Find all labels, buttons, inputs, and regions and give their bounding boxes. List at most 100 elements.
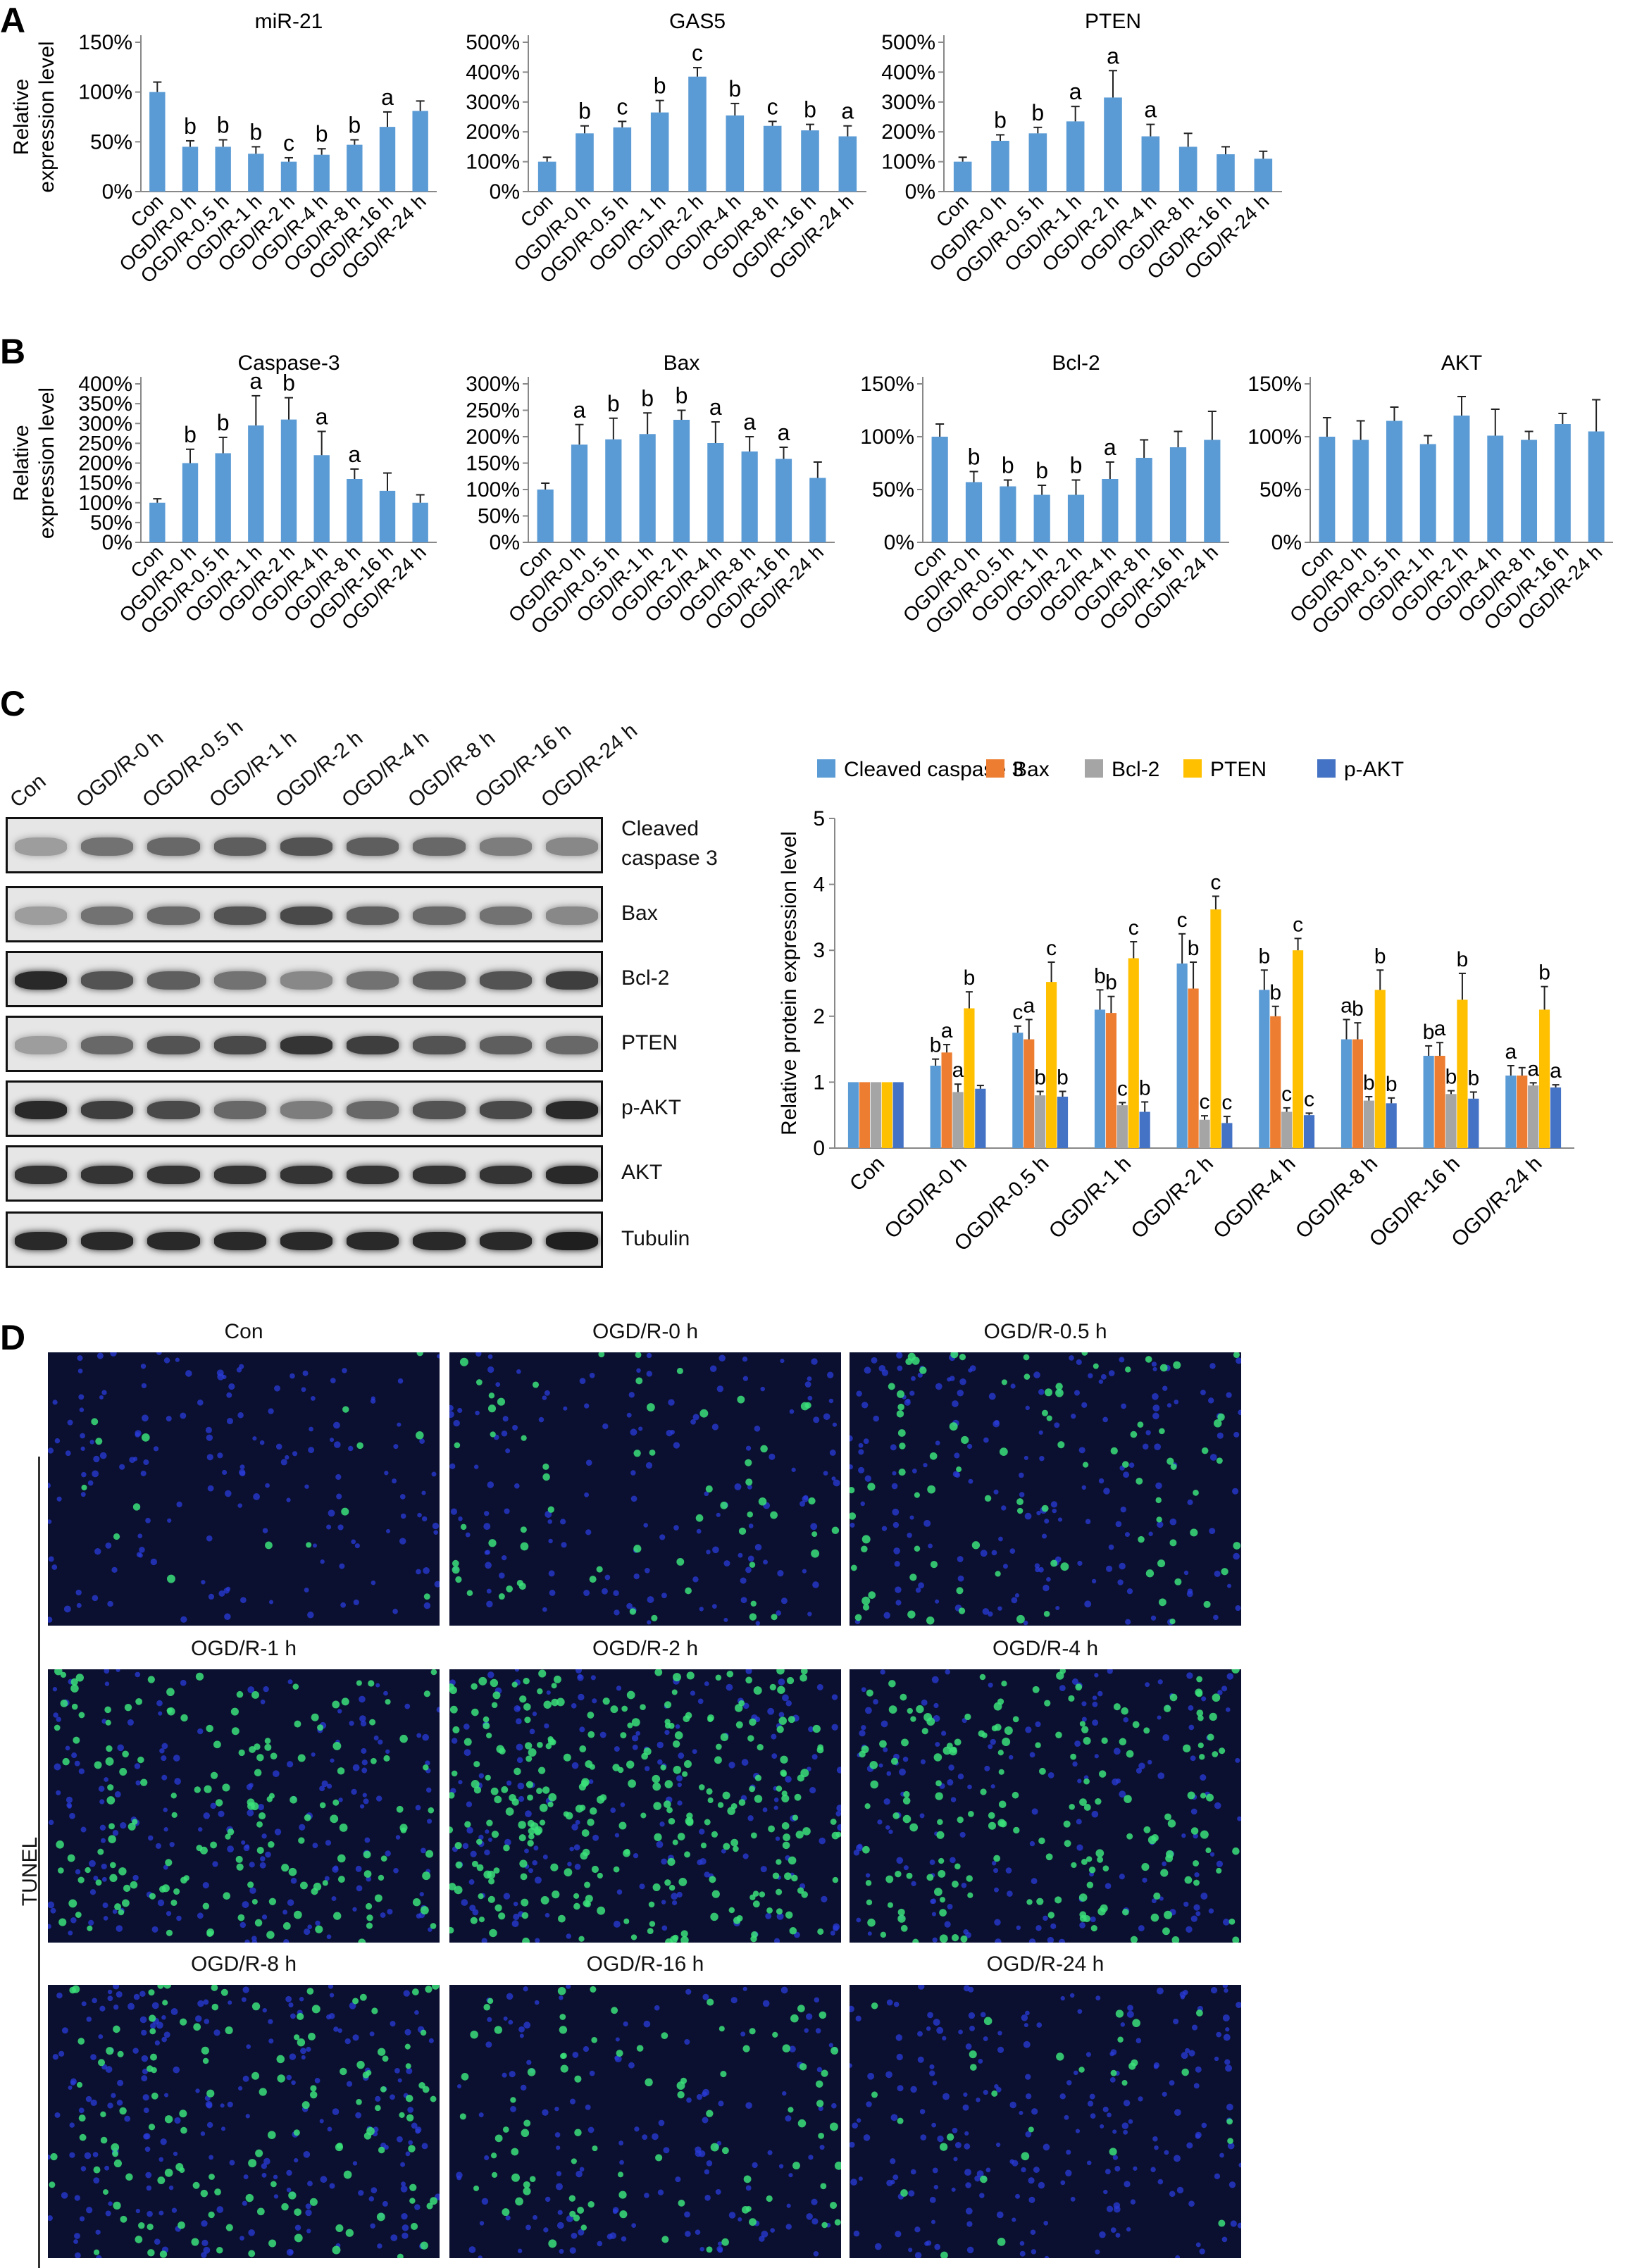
- nucleus-dot: [892, 1521, 900, 1528]
- tunel-positive-dot: [1174, 1578, 1182, 1585]
- nucleus-dot: [50, 1907, 56, 1914]
- tunel-positive-dot: [649, 1449, 656, 1456]
- tunel-positive-dot: [580, 2224, 587, 2231]
- tunel-positive-dot: [720, 1733, 729, 1742]
- nucleus-dot: [1119, 1562, 1126, 1570]
- tunel-positive-dot: [938, 1869, 946, 1878]
- nucleus-dot: [107, 2102, 113, 2109]
- tunel-positive-dot: [523, 1677, 530, 1685]
- tunel-positive-dot: [1143, 1826, 1151, 1833]
- nucleus-dot: [761, 2230, 769, 2238]
- nucleus-dot: [935, 1742, 940, 1747]
- tunel-positive-dot: [1169, 1693, 1178, 1702]
- nucleus-dot: [1119, 1874, 1125, 1880]
- tunel-positive-dot: [993, 1855, 1001, 1862]
- tunel-positive-dot: [984, 1495, 992, 1502]
- tunel-image: [850, 1352, 1241, 1626]
- nucleus-dot: [202, 1881, 209, 1889]
- tunel-positive-dot: [332, 1741, 342, 1750]
- nucleus-dot: [1150, 1615, 1157, 1621]
- significance-letter: b: [348, 113, 361, 138]
- significance-letter: b: [1352, 997, 1364, 1021]
- tunel-positive-dot: [991, 2090, 998, 2097]
- blot-band: [545, 1232, 598, 1250]
- tunel-positive-dot: [127, 1822, 136, 1831]
- nucleus-dot: [664, 1729, 670, 1736]
- nucleus-dot: [1209, 1852, 1215, 1857]
- blot-band: [213, 1101, 266, 1119]
- bar: [1033, 494, 1050, 542]
- tunel-positive-dot: [542, 1786, 550, 1794]
- nucleus-dot: [1033, 1371, 1040, 1378]
- nucleus-dot: [1157, 1715, 1162, 1720]
- nucleus-dot: [144, 2146, 151, 2152]
- blot-band: [15, 1232, 68, 1250]
- tunel-positive-dot: [776, 1786, 783, 1792]
- bar: [1352, 440, 1369, 542]
- tunel-positive-dot: [210, 1771, 218, 1779]
- significance-letter: a: [709, 394, 722, 420]
- tunel-positive-dot: [369, 1719, 376, 1726]
- tunel-positive-dot: [869, 1761, 878, 1769]
- nucleus-dot: [957, 1389, 964, 1397]
- tunel-positive-dot: [542, 1473, 550, 1481]
- nucleus-dot: [718, 1354, 726, 1362]
- bar: [688, 76, 707, 192]
- tunel-positive-dot: [994, 1724, 1002, 1731]
- nucleus-dot: [950, 1797, 957, 1802]
- nucleus-dot: [988, 1611, 993, 1617]
- nucleus-dot: [332, 1866, 339, 1873]
- nucleus-dot: [1183, 1570, 1189, 1576]
- tunel-positive-dot: [454, 1842, 462, 1850]
- nucleus-dot: [810, 1523, 818, 1531]
- nucleus-dot: [504, 1838, 511, 1846]
- nucleus-dot: [645, 1462, 653, 1469]
- tunel-positive-dot: [747, 1735, 754, 1742]
- nucleus-dot: [1219, 2152, 1224, 2158]
- tunel-positive-dot: [781, 1794, 790, 1802]
- tunel-image: [850, 1669, 1241, 1943]
- tunel-positive-dot: [1088, 1867, 1096, 1874]
- nucleus-dot: [371, 2187, 378, 2193]
- tunel-positive-dot: [611, 2007, 618, 2014]
- tunel-positive-dot: [772, 2031, 778, 2038]
- tunel-positive-dot: [60, 1671, 67, 1678]
- nucleus-dot: [1169, 2191, 1176, 2198]
- tunel-positive-dot: [498, 1912, 506, 1920]
- significance-letter: a: [316, 404, 328, 430]
- significance-letter: a: [941, 1019, 953, 1042]
- tunel-positive-dot: [511, 1798, 519, 1806]
- tunel-positive-dot: [926, 1717, 935, 1726]
- tunel-positive-dot: [1023, 1354, 1030, 1361]
- nucleus-dot: [1098, 1478, 1105, 1484]
- tunel-cells: [456, 1985, 841, 2258]
- nucleus-dot: [1159, 1896, 1164, 1901]
- tunel-positive-dot: [515, 2197, 523, 2206]
- nucleus-dot: [885, 2071, 892, 2079]
- nucleus-dot: [1103, 2189, 1108, 2195]
- nucleus-dot: [93, 2177, 100, 2184]
- tunel-positive-dot: [54, 1724, 61, 1731]
- tunel-positive-dot: [376, 2212, 385, 2222]
- nucleus-dot: [393, 1444, 399, 1450]
- nucleus-dot: [1102, 2106, 1109, 2112]
- nucleus-dot: [1100, 1373, 1107, 1380]
- tunel-positive-dot: [1086, 1856, 1093, 1862]
- tunel-positive-dot: [887, 1902, 894, 1908]
- nucleus-dot: [174, 1778, 181, 1785]
- tunel-positive-dot: [192, 2181, 200, 2189]
- tunel-positive-dot: [680, 2077, 688, 2084]
- panel-letter-a: A: [0, 1, 26, 40]
- nucleus-dot: [983, 2090, 988, 2095]
- nucleus-dot: [171, 2207, 178, 2213]
- tunel-positive-dot: [183, 1875, 189, 1881]
- tunel-positive-dot: [1130, 1431, 1138, 1438]
- nucleus-dot: [760, 1866, 767, 1873]
- nucleus-dot: [995, 1938, 1002, 1943]
- significance-letter: c: [1293, 913, 1303, 936]
- nucleus-dot: [449, 1404, 454, 1412]
- nucleus-dot: [995, 2142, 1001, 2148]
- nucleus-dot: [239, 1470, 246, 1477]
- tunel-positive-dot: [277, 2074, 285, 2083]
